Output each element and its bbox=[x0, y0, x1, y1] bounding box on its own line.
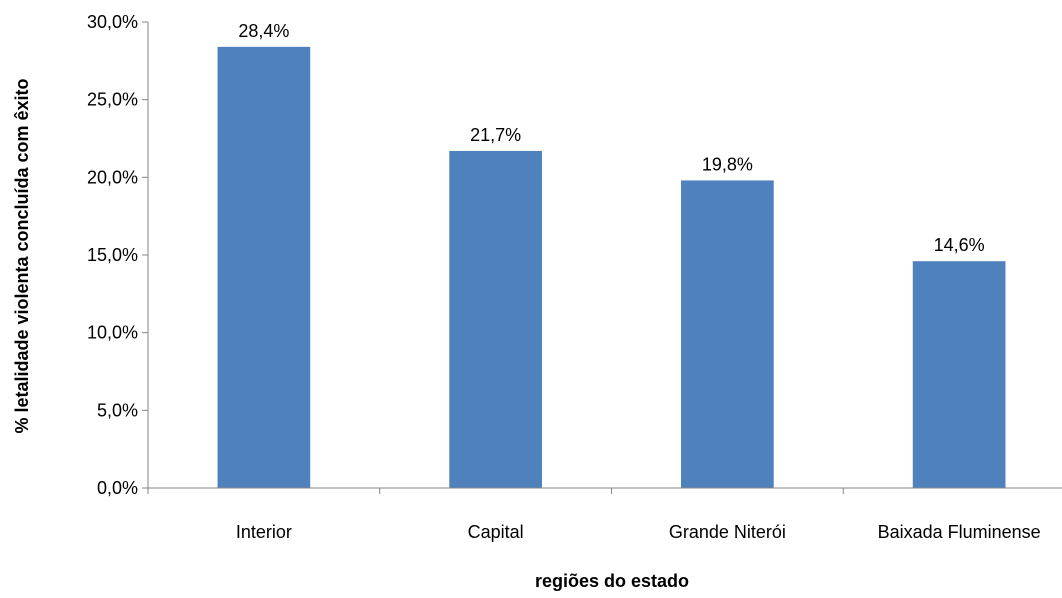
category-label: Interior bbox=[236, 522, 292, 542]
y-tick-label: 15,0% bbox=[87, 245, 138, 265]
data-label: 28,4% bbox=[238, 21, 289, 41]
data-labels: 28,4% 21,7% 19,8% 14,6% bbox=[238, 21, 984, 255]
category-label: Grande Niterói bbox=[669, 522, 786, 542]
bar-baixada-fluminense bbox=[912, 261, 1006, 488]
x-axis-title: regiões do estado bbox=[535, 571, 689, 591]
bars bbox=[217, 46, 1006, 488]
bar-grande-niterói bbox=[681, 180, 774, 488]
bar-interior bbox=[217, 46, 311, 488]
y-tick-label: 5,0% bbox=[97, 400, 138, 420]
category-label: Capital bbox=[468, 522, 524, 542]
y-axis-title: % letalidade violenta concluída com êxit… bbox=[12, 78, 32, 433]
y-tick-label: 30,0% bbox=[87, 12, 138, 32]
data-label: 21,7% bbox=[470, 125, 521, 145]
data-label: 14,6% bbox=[934, 235, 985, 255]
category-labels: Interior Capital Grande Niterói Baixada Flu… bbox=[236, 522, 1041, 542]
y-tick-label: 25,0% bbox=[87, 90, 138, 110]
y-tick-label: 20,0% bbox=[87, 167, 138, 187]
y-axis-ticks: 0,0% 5,0% 10,0% 15,0% 20,0% 25,0% 30,0% bbox=[87, 12, 148, 498]
x-axis-ticks bbox=[147, 488, 844, 494]
data-label: 19,8% bbox=[702, 154, 753, 174]
bar-capital bbox=[449, 150, 542, 488]
y-tick-label: 10,0% bbox=[87, 323, 138, 343]
y-tick-label: 0,0% bbox=[97, 478, 138, 498]
category-label: Baixada Fluminense bbox=[878, 522, 1041, 542]
